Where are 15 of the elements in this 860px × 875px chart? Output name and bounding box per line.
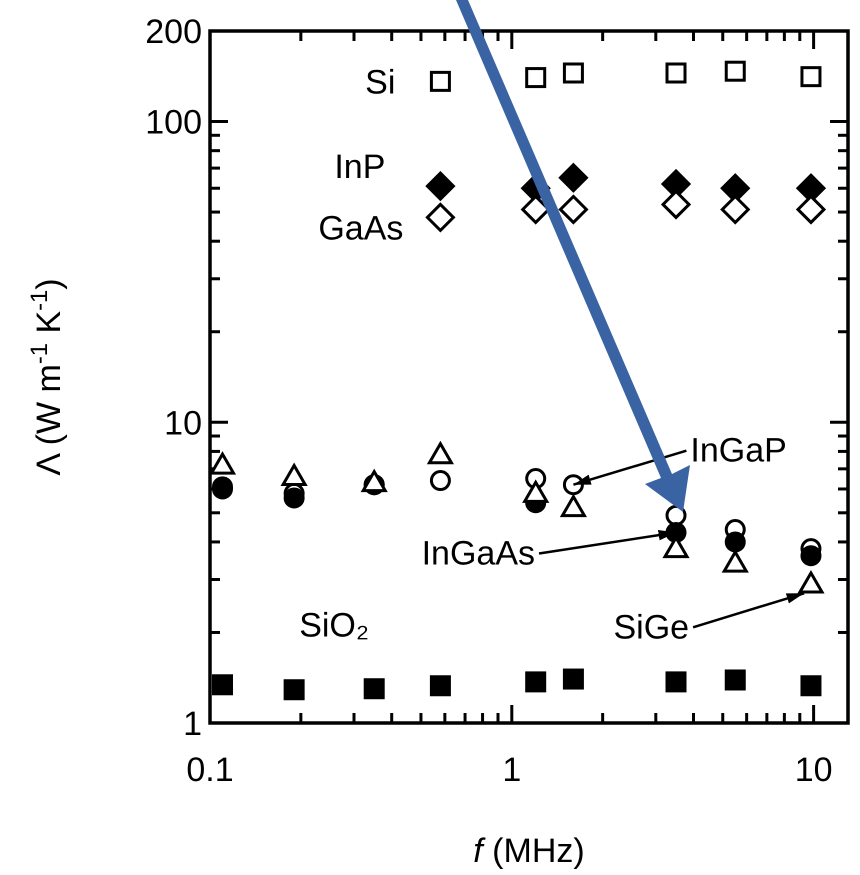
annotation: InP [334,148,386,186]
x-tick-label: 1 [502,751,522,789]
x-tick-label: 0.1 [186,751,234,789]
x-axis-title: f (MHz) [473,832,585,870]
y-tick-label: 1 [183,705,202,743]
annotation: SiGe [614,608,690,646]
y-tick-label: 10 [164,404,202,442]
annotation: SiO₂ [299,606,370,645]
annotation: InGaP [690,432,787,470]
y-tick-label: 100 [145,104,202,142]
x-tick-label: 10 [794,751,833,789]
annotation: Si [365,63,396,102]
y-tick-label: 200 [145,13,202,51]
annotation: InGaAs [422,534,536,572]
annotation: GaAs [318,209,404,248]
